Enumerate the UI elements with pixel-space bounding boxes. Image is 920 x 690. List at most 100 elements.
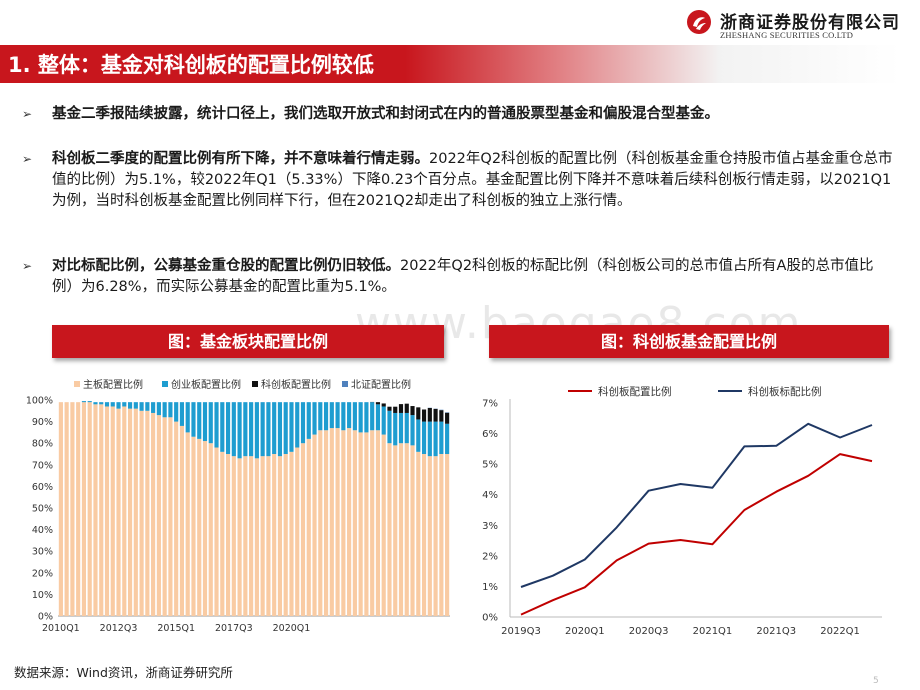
bullet-3: ➢ 对比标配比例，公募基金重仓股的配置比例仍旧较低。2022年Q2科创板的标配比… bbox=[22, 256, 894, 300]
bar-segment bbox=[335, 428, 340, 616]
bar-segment bbox=[151, 412, 156, 616]
bar-segment bbox=[404, 412, 409, 444]
bar-segment bbox=[295, 402, 300, 448]
bar-segment bbox=[70, 402, 75, 616]
stacked-bar-chart: 主板配置比例 创业板配置比例 科创板配置比例 北证配置比例 0% 10% 20% 30% 40%… bbox=[26, 378, 450, 634]
bar-segment bbox=[139, 402, 144, 411]
bullet-arrow-icon: ➢ bbox=[22, 107, 33, 121]
bar-segment bbox=[110, 406, 115, 616]
bar-segment bbox=[110, 402, 115, 407]
y-tick-label: 70% bbox=[32, 460, 53, 471]
bar-segment bbox=[225, 454, 231, 616]
bar-segment bbox=[197, 438, 202, 616]
bar-segment bbox=[116, 408, 121, 616]
bar-segment bbox=[445, 423, 450, 454]
y-tick-label: 40% bbox=[32, 525, 53, 536]
title-bar bbox=[0, 45, 900, 83]
bar-segment bbox=[151, 402, 156, 413]
bar-segment bbox=[347, 402, 352, 429]
bullet-1: ➢ 基金二季报陆续披露，统计口径上，我们选取开放式和封闭式在内的普通股票型基金和… bbox=[22, 104, 894, 126]
bar-segment bbox=[283, 454, 288, 616]
bar-segment bbox=[416, 407, 421, 420]
bar-segment bbox=[370, 430, 375, 616]
bar-segment bbox=[260, 456, 265, 616]
bar-segment bbox=[445, 412, 450, 424]
bar-segment bbox=[323, 430, 329, 616]
bar-segment bbox=[393, 412, 398, 446]
y-tick-label: 10% bbox=[32, 590, 53, 601]
bar-segment bbox=[393, 445, 398, 616]
legend-label: 科创板标配比例 bbox=[748, 385, 822, 398]
bar-segment bbox=[318, 402, 323, 431]
bar-segment bbox=[329, 402, 334, 429]
bar-segment bbox=[220, 402, 225, 452]
y-tick-label: 20% bbox=[32, 568, 53, 579]
bar-segment bbox=[289, 451, 294, 616]
bar-segment bbox=[421, 454, 427, 616]
bar-segment bbox=[156, 402, 161, 416]
company-name-cn: 浙商证券股份有限公司 bbox=[720, 13, 900, 33]
y-tick-label: 0% bbox=[482, 613, 498, 624]
bar-segment bbox=[410, 445, 415, 616]
bar-segment bbox=[398, 443, 404, 616]
x-tick-label: 2020Q3 bbox=[629, 626, 669, 637]
bar-segment bbox=[214, 402, 219, 448]
y-tick-label: 5% bbox=[482, 460, 498, 471]
bar-segment bbox=[352, 402, 357, 431]
bar-segment bbox=[404, 443, 409, 616]
bar-segment bbox=[260, 402, 265, 457]
bar-segment bbox=[168, 417, 173, 616]
legend-swatch bbox=[74, 381, 80, 387]
bullet-arrow-icon: ➢ bbox=[22, 259, 33, 273]
bullet-1-bold: 基金二季报陆续披露，统计口径上，我们选取开放式和封闭式在内的普通股票型基金和偏股… bbox=[52, 106, 719, 122]
bar-segment bbox=[185, 432, 190, 616]
bar-segment bbox=[81, 401, 87, 403]
bar-segment bbox=[404, 403, 409, 413]
bar-segment bbox=[127, 402, 133, 409]
bar-segment bbox=[237, 402, 242, 459]
bullet-2: ➢ 科创板二季度的配置比例有所下降，并不意味着行情走弱。2022年Q2科创板的配… bbox=[22, 149, 894, 237]
bar-segment bbox=[421, 421, 427, 454]
bar-segment bbox=[254, 458, 259, 616]
bar-segment bbox=[231, 402, 236, 457]
bar-segment bbox=[381, 403, 386, 407]
bar-segment bbox=[272, 454, 277, 616]
y-tick-label: 90% bbox=[32, 417, 53, 428]
bar-segment bbox=[202, 402, 208, 442]
bar-segment bbox=[433, 421, 438, 457]
chart-1-title: 图：基金板块配置比例 bbox=[52, 325, 444, 358]
bar-segment bbox=[122, 406, 127, 616]
legend-label: 科创板配置比例 bbox=[598, 385, 672, 398]
bar-segment bbox=[439, 410, 444, 422]
x-tick-label: 2020Q1 bbox=[273, 623, 311, 634]
bar-segment bbox=[191, 402, 196, 437]
bar-segment bbox=[433, 456, 438, 616]
bar-segment bbox=[174, 402, 179, 422]
bar-segment bbox=[104, 406, 110, 616]
bar-segment bbox=[277, 402, 283, 457]
y-tick-label: 3% bbox=[482, 521, 498, 532]
x-tick-label: 2021Q3 bbox=[756, 626, 796, 637]
y-tick-label: 4% bbox=[482, 490, 498, 501]
bar-segment bbox=[381, 434, 386, 616]
x-tick-label: 2015Q1 bbox=[157, 623, 195, 634]
bar-segment bbox=[398, 404, 404, 413]
y-tick-label: 60% bbox=[32, 482, 53, 493]
legend-swatch bbox=[162, 381, 168, 387]
bar-segment bbox=[335, 402, 340, 429]
bullet-3-text: 2022年Q2科创板的标配比例（科创板公司的总市值占所有A股的总市值比例）为6.… bbox=[52, 258, 874, 295]
bar-segment bbox=[341, 430, 346, 616]
bar-segment bbox=[387, 410, 392, 444]
bar-segment bbox=[168, 402, 173, 418]
bar-segment bbox=[381, 406, 386, 435]
y-tick-label: 7% bbox=[482, 399, 498, 410]
bar-segment bbox=[220, 451, 225, 616]
y-tick-label: 2% bbox=[482, 551, 498, 562]
bar-segment bbox=[174, 421, 179, 616]
bar-segment bbox=[445, 454, 450, 616]
legend-label: 科创板配置比例 bbox=[261, 378, 331, 391]
bar-segment bbox=[179, 402, 185, 426]
x-tick-label: 2022Q1 bbox=[820, 626, 860, 637]
bar-segment bbox=[191, 436, 196, 616]
series-line bbox=[520, 422, 873, 588]
